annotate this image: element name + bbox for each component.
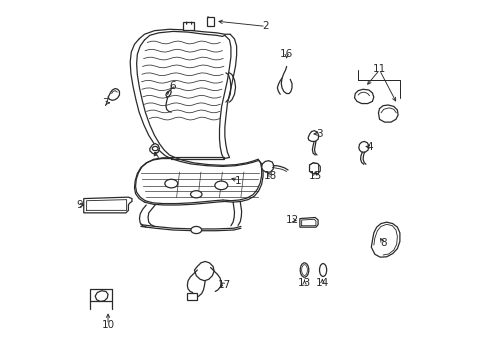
Text: 15: 15 bbox=[308, 171, 321, 181]
Polygon shape bbox=[378, 105, 397, 122]
Polygon shape bbox=[95, 291, 108, 301]
Text: 18: 18 bbox=[263, 171, 276, 181]
Text: 3: 3 bbox=[316, 129, 322, 139]
Polygon shape bbox=[108, 89, 119, 100]
Text: 13: 13 bbox=[297, 278, 310, 288]
Text: 6: 6 bbox=[169, 81, 175, 91]
FancyBboxPatch shape bbox=[206, 18, 214, 26]
Text: 2: 2 bbox=[262, 21, 269, 31]
Text: 17: 17 bbox=[218, 280, 231, 291]
Text: 10: 10 bbox=[102, 320, 114, 330]
Polygon shape bbox=[307, 131, 318, 141]
Polygon shape bbox=[309, 163, 320, 174]
FancyBboxPatch shape bbox=[183, 22, 194, 30]
Ellipse shape bbox=[190, 226, 201, 234]
Ellipse shape bbox=[301, 265, 307, 275]
Text: 12: 12 bbox=[285, 215, 299, 225]
Text: 8: 8 bbox=[379, 238, 386, 248]
Text: 9: 9 bbox=[76, 200, 82, 210]
Text: 16: 16 bbox=[280, 49, 293, 59]
Text: 11: 11 bbox=[372, 64, 386, 73]
Polygon shape bbox=[358, 141, 368, 152]
Ellipse shape bbox=[319, 264, 326, 276]
Text: 1: 1 bbox=[234, 176, 241, 186]
Polygon shape bbox=[194, 261, 214, 281]
Ellipse shape bbox=[152, 147, 158, 151]
Text: 7: 7 bbox=[102, 98, 109, 108]
Polygon shape bbox=[354, 89, 373, 104]
Ellipse shape bbox=[164, 179, 177, 188]
Polygon shape bbox=[299, 217, 317, 227]
Polygon shape bbox=[370, 222, 399, 257]
Polygon shape bbox=[149, 144, 159, 154]
FancyBboxPatch shape bbox=[187, 293, 197, 300]
Ellipse shape bbox=[190, 191, 202, 198]
Text: 4: 4 bbox=[366, 142, 373, 152]
Text: 5: 5 bbox=[152, 152, 159, 162]
Ellipse shape bbox=[300, 263, 308, 277]
Polygon shape bbox=[83, 197, 132, 213]
Text: 14: 14 bbox=[315, 278, 328, 288]
Ellipse shape bbox=[214, 181, 227, 190]
Polygon shape bbox=[261, 161, 273, 172]
